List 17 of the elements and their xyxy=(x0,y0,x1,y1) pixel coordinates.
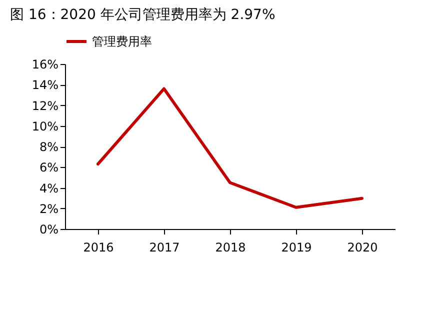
y-tick-label: 10% xyxy=(32,119,58,134)
y-tick-label: 14% xyxy=(32,78,58,92)
chart-title: 图 16：2020 年公司管理费用率为 2.97% xyxy=(10,7,276,23)
y-tick-label: 8% xyxy=(39,140,58,154)
y-tick-label: 4% xyxy=(39,181,58,196)
x-tick-label: 2019 xyxy=(281,240,312,254)
y-tick-label: 0% xyxy=(39,222,58,236)
line-series xyxy=(96,87,364,209)
y-tick-label: 16% xyxy=(32,58,58,72)
x-tick-label: 2020 xyxy=(347,240,378,254)
x-tick-label: 2018 xyxy=(215,240,246,254)
y-tick-label: 6% xyxy=(39,160,58,175)
y-tick-label: 2% xyxy=(39,202,58,216)
y-tick-label: 12% xyxy=(32,98,58,113)
x-tick-label: 2016 xyxy=(83,240,114,254)
x-tick-label: 2017 xyxy=(149,240,180,254)
legend-label: 管理费用率 xyxy=(92,34,152,48)
